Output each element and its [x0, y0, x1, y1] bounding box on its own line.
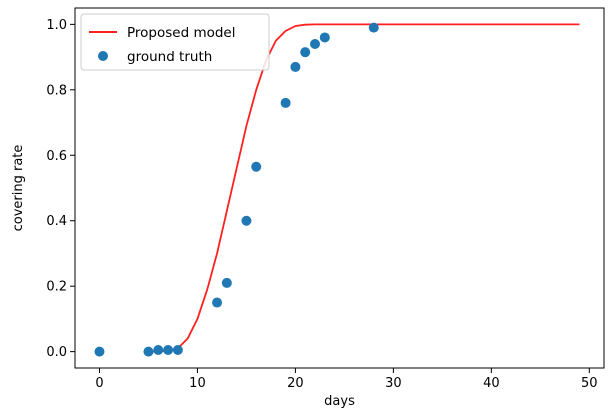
ground-truth-point	[153, 345, 163, 355]
x-tick-label: 20	[287, 376, 304, 391]
ground-truth-point	[163, 345, 173, 355]
legend-label-truth: ground truth	[127, 49, 212, 65]
ground-truth-point	[320, 32, 330, 42]
ground-truth-point	[222, 278, 232, 288]
x-axis-label: days	[324, 394, 355, 409]
legend: Proposed model ground truth	[81, 14, 269, 70]
x-tick-label: 40	[483, 376, 500, 391]
y-tick-label: 0.8	[46, 83, 67, 98]
y-tick-label: 0.4	[46, 214, 67, 229]
x-tick-label: 50	[581, 376, 598, 391]
ground-truth-point	[173, 345, 183, 355]
y-tick-label: 1.0	[46, 18, 67, 33]
x-tick-label: 10	[189, 376, 206, 391]
x-tick-label: 0	[95, 376, 103, 391]
ground-truth-point	[212, 298, 222, 308]
ground-truth-point	[251, 162, 261, 172]
legend-label-model: Proposed model	[127, 25, 235, 41]
ticks-layer: 0 10 20 30 40 50 0.0 0.2 0.4 0.6 0.8 1.0	[46, 18, 597, 391]
ground-truth-point	[143, 347, 153, 357]
plot-layer	[94, 23, 579, 357]
y-tick-label: 0.0	[46, 345, 67, 360]
ground-truth-point	[281, 98, 291, 108]
ground-truth-point	[300, 47, 310, 57]
y-tick-label: 0.6	[46, 149, 67, 164]
y-tick-label: 0.2	[46, 280, 67, 295]
ground-truth-point	[310, 39, 320, 49]
ground-truth-point	[94, 347, 104, 357]
legend-dot-swatch	[98, 51, 108, 61]
ground-truth-point	[241, 216, 251, 226]
x-tick-label: 30	[385, 376, 402, 391]
ground-truth-point	[369, 23, 379, 33]
ground-truth-point	[290, 62, 300, 72]
y-axis-label: covering rate	[11, 145, 26, 232]
